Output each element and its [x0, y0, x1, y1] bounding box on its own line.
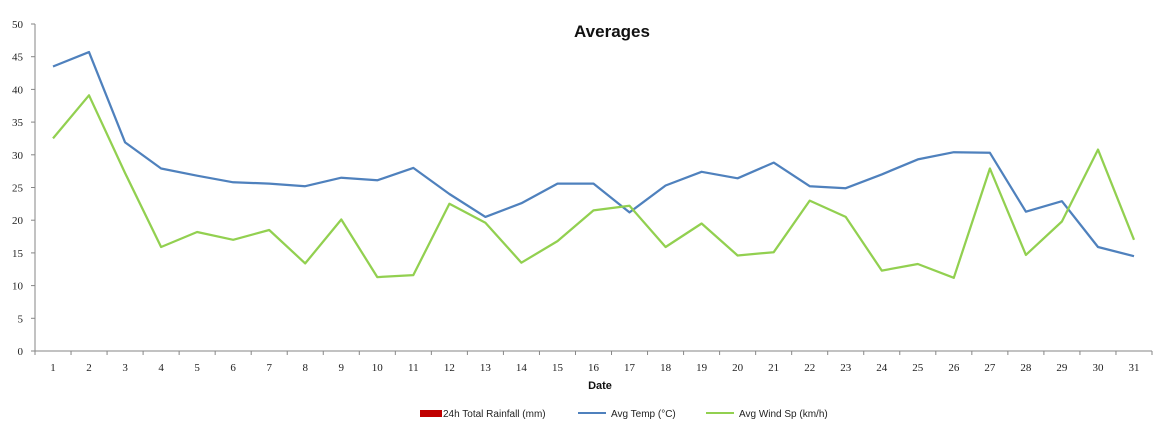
x-tick-label: 29	[1056, 362, 1068, 374]
x-tick-label: 7	[266, 362, 272, 374]
y-tick-label: 15	[12, 248, 24, 260]
series-layer	[52, 50, 1136, 279]
x-tick-label: 11	[408, 362, 419, 374]
y-tick-label: 50	[12, 19, 24, 31]
x-tick-label: 27	[984, 362, 996, 374]
x-tick-label: 26	[948, 362, 960, 374]
x-tick-label: 20	[732, 362, 744, 374]
y-tick-label: 25	[12, 183, 24, 195]
x-tick-label: 16	[588, 362, 600, 374]
x-tick-label: 2	[86, 362, 92, 374]
legend-swatch-rainfall	[420, 410, 442, 417]
chart-title: Averages	[574, 22, 650, 41]
x-axis: 1 2 3 4 5 6 7 8 9 10 11 12 13 14 15 16 17 18 19 20 21 22 23 24 2…	[34, 350, 1153, 374]
x-tick-label: 24	[876, 362, 888, 374]
y-tick-label: 40	[12, 84, 24, 96]
y-tick-label: 20	[12, 215, 24, 227]
x-tick-label: 25	[912, 362, 924, 374]
x-tick-label: 31	[1128, 362, 1139, 374]
legend-label: Avg Wind Sp (km/h)	[739, 409, 828, 420]
legend-label: 24h Total Rainfall (mm)	[443, 409, 546, 420]
legend-label: Avg Temp (°C)	[611, 409, 676, 420]
x-tick-label: 3	[122, 362, 128, 374]
y-tick-label: 0	[18, 346, 24, 358]
y-axis: 0 5 10 15 20 25 30 35 40 45 50	[12, 19, 36, 358]
x-tick-label: 28	[1020, 362, 1032, 374]
y-tick-label: 35	[12, 117, 24, 129]
x-tick-label: 4	[158, 362, 164, 374]
x-tick-label: 1	[50, 362, 56, 374]
avg-temp-line	[52, 50, 1135, 258]
x-tick-label: 17	[624, 362, 636, 374]
x-tick-label: 21	[768, 362, 779, 374]
x-tick-label: 6	[230, 362, 236, 374]
x-axis-title: Date	[588, 380, 612, 392]
x-tick-label: 9	[339, 362, 345, 374]
avg-wind-speed-line	[52, 94, 1136, 279]
x-tick-label: 8	[302, 362, 308, 374]
x-tick-label: 19	[696, 362, 708, 374]
x-tick-label: 12	[444, 362, 455, 374]
x-tick-label: 13	[480, 362, 492, 374]
x-tick-label: 14	[516, 362, 528, 374]
x-tick-label: 18	[660, 362, 672, 374]
x-tick-label: 30	[1092, 362, 1104, 374]
y-tick-label: 5	[18, 313, 24, 325]
x-tick-label: 10	[372, 362, 384, 374]
y-tick-label: 30	[12, 150, 24, 162]
y-tick-label: 45	[12, 52, 24, 64]
x-tick-label: 23	[840, 362, 852, 374]
y-tick-label: 10	[12, 281, 24, 293]
x-tick-label: 5	[194, 362, 200, 374]
x-tick-label: 22	[804, 362, 815, 374]
legend: 24h Total Rainfall (mm) Avg Temp (°C) Avg …	[420, 409, 828, 420]
x-tick-label: 15	[552, 362, 564, 374]
